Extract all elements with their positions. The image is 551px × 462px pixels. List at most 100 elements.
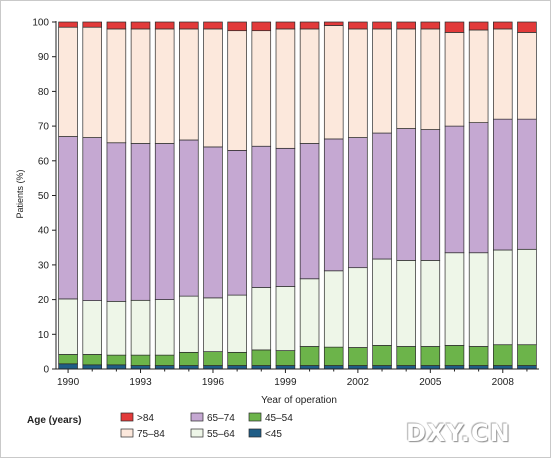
legend-title: Age (years) (27, 415, 81, 426)
bar-segment-1991-55–64 (82, 300, 102, 355)
bar-segment-1995-55–64 (179, 295, 199, 353)
bar-segment-2001->84 (323, 21, 344, 26)
bar-segment-2003-45–54 (372, 345, 392, 366)
bar-segment-1999-65–74 (275, 147, 296, 287)
x-tick-label-2002: 2002 (347, 377, 370, 388)
bar-segment-2005-<45 (420, 365, 441, 370)
bar-segment-2002-45–54 (348, 347, 368, 366)
bar-segment-1994-45–54 (154, 354, 175, 366)
bar-segment-1993-65–74 (130, 143, 151, 301)
bar-segment-2000-45–54 (299, 346, 320, 366)
bar-segment-1993-45–54 (130, 354, 151, 366)
bar-segment-2009-<45 (517, 365, 537, 370)
bar-segment-1991->84 (82, 21, 102, 28)
bar-segment-1997-75–84 (227, 30, 247, 151)
bar-segment-1997-55–64 (227, 294, 247, 353)
bar-segment-1999-<45 (275, 365, 296, 370)
bar-segment-2006-55–64 (444, 252, 465, 346)
x-tick-label-1993: 1993 (129, 377, 152, 388)
bar-segment-2006-<45 (444, 365, 465, 370)
bar-segment-1990-<45 (58, 363, 78, 370)
bar-segment-1994-<45 (154, 365, 175, 370)
legend: Age (years) >84 75–84 65–74 55–64 45–54 <45 (27, 412, 293, 440)
bar-segment-2007-55–64 (468, 252, 489, 347)
bar-segment-2000->84 (299, 21, 320, 30)
bar-segment-2007-45–54 (468, 346, 489, 366)
bar-segment-2000-75–84 (299, 28, 320, 144)
bar-segment-2008-75–84 (493, 28, 513, 120)
x-tick-label-2005: 2005 (419, 377, 442, 388)
legend-label-65–74: 65–74 (207, 413, 235, 424)
bar-segment-1992-<45 (106, 364, 127, 370)
bar-segment-1993-55–64 (130, 299, 151, 356)
bar-segment-2005->84 (420, 21, 441, 30)
bar-segment-2001-75–84 (323, 25, 344, 140)
bar-segment-1990-75–84 (58, 26, 78, 137)
bar-segment-2001-45–54 (323, 346, 344, 366)
y-tick-label-90: 90 (38, 52, 50, 63)
bar-segment-2005-75–84 (420, 28, 441, 130)
x-axis-label: Year of operation (261, 395, 337, 406)
bar-segment-1994-75–84 (154, 28, 175, 144)
legend-swatch-<45 (248, 428, 262, 438)
bar-segment-1997-65–74 (227, 150, 247, 296)
watermark-logo: DXY.CN (406, 419, 511, 447)
bar-segment-1995-45–54 (179, 351, 199, 366)
bar-segment-1992-45–54 (106, 354, 127, 366)
bar-segment-2003-55–64 (372, 258, 392, 346)
bar-segment-1997-45–54 (227, 351, 247, 366)
bar-segment-2004->84 (396, 21, 416, 30)
bar-segment-2002-75–84 (348, 28, 368, 138)
legend-swatch->84 (120, 412, 134, 422)
bar-segment-1995-65–74 (179, 139, 199, 297)
bar-segment-2005-45–54 (420, 346, 441, 366)
legend-label-45–54: 45–54 (265, 413, 293, 424)
bar-segment-1991-65–74 (82, 137, 102, 301)
bar-segment-2009-45–54 (517, 344, 537, 366)
legend-label-55–64: 55–64 (207, 429, 235, 440)
legend-swatch-65–74 (190, 412, 204, 422)
bar-segment-1996->84 (203, 21, 223, 30)
bar-segment-2006->84 (444, 21, 465, 33)
bar-segment-2008-<45 (493, 365, 513, 370)
bar-segment-2009-65–74 (517, 118, 537, 250)
y-axis-label: Patients (%) (15, 169, 25, 218)
bar-segment-2000-65–74 (299, 143, 320, 280)
bar-segment-2000-<45 (299, 365, 320, 370)
bar-segment-1998-55–64 (251, 287, 272, 351)
bar-segment-2004-<45 (396, 365, 416, 370)
bar-segment-2000-55–64 (299, 278, 320, 347)
bar-segment-1992->84 (106, 21, 127, 30)
bar-segment-1998->84 (251, 21, 272, 32)
bar-segment-1993->84 (130, 21, 151, 30)
bar-segment-1999-45–54 (275, 350, 296, 366)
bar-segment-2001-55–64 (323, 270, 344, 348)
bar-segment-2003->84 (372, 21, 392, 30)
bar-segment-1994->84 (154, 21, 175, 30)
bar-segment-1996-55–64 (203, 297, 223, 352)
plot-area (58, 21, 537, 370)
y-axis: 0 10 20 30 40 50 60 70 80 90 100 (32, 18, 57, 376)
bar-segment-2009-55–64 (517, 248, 537, 346)
bar-segment-1998-<45 (251, 365, 272, 370)
bar-segment-2002-55–64 (348, 267, 368, 348)
bar-segment-1996-65–74 (203, 146, 223, 299)
bar-segment-1995-<45 (179, 365, 199, 370)
legend-label-<45: <45 (265, 429, 282, 440)
bar-segment-1991-45–54 (82, 354, 102, 366)
bar-segment-2004-55–64 (396, 260, 416, 347)
bar-segment-2001-<45 (323, 365, 344, 370)
legend-label-75–84: 75–84 (137, 429, 165, 440)
bar-segment-1991-75–84 (82, 26, 102, 138)
bar-segment-2005-65–74 (420, 129, 441, 261)
bar-segment-2001-65–74 (323, 138, 344, 272)
x-tick-label-1996: 1996 (202, 377, 225, 388)
bar-segment-1997->84 (227, 21, 247, 32)
bar-segment-2006-65–74 (444, 125, 465, 254)
bar-segment-2004-75–84 (396, 28, 416, 129)
x-axis: 1990 1993 1996 1999 2002 2005 2008 (56, 368, 539, 388)
bar-segment-2009->84 (517, 21, 537, 33)
bar-segment-2003-75–84 (372, 28, 392, 134)
bar-segment-2007->84 (468, 21, 489, 31)
